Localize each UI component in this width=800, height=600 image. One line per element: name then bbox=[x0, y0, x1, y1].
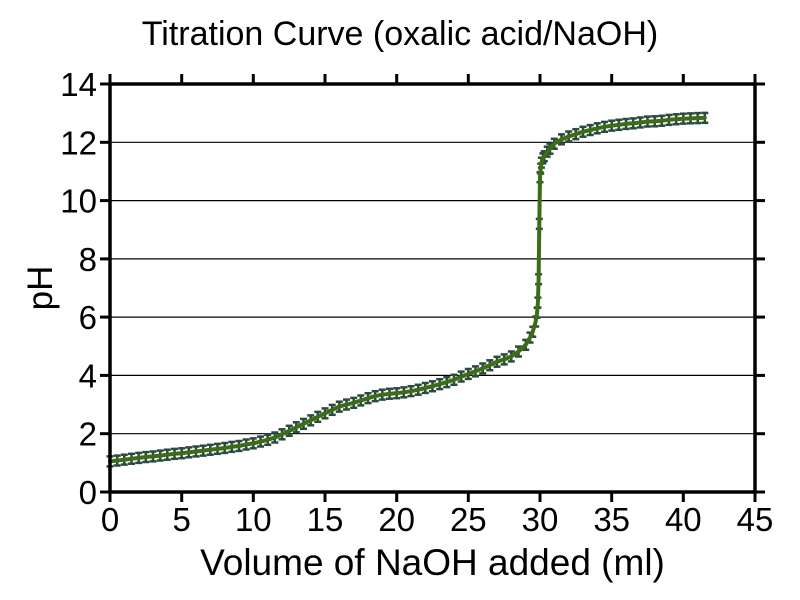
x-axis-label: Volume of NaOH added (ml) bbox=[200, 542, 665, 583]
axis-ticks bbox=[100, 74, 765, 502]
x-tick-label: 40 bbox=[665, 501, 702, 538]
y-tick-label: 12 bbox=[60, 124, 97, 161]
y-tick-label: 4 bbox=[79, 357, 97, 394]
plot-frame bbox=[108, 82, 757, 494]
x-tick-label: 5 bbox=[173, 501, 191, 538]
x-tick-label: 45 bbox=[737, 501, 774, 538]
chart-title: Titration Curve (oxalic acid/NaOH) bbox=[142, 15, 658, 53]
y-tick-label: 8 bbox=[79, 241, 97, 278]
y-tick-label: 10 bbox=[60, 183, 97, 220]
y-tick-label: 0 bbox=[79, 474, 97, 511]
gridlines bbox=[110, 141, 755, 435]
x-tick-label: 10 bbox=[235, 501, 272, 538]
y-axis-label: pH bbox=[21, 266, 60, 311]
titration-curve bbox=[108, 115, 707, 464]
error-bars bbox=[106, 111, 709, 468]
y-tick-label: 14 bbox=[60, 66, 97, 103]
y-tick-label: 2 bbox=[79, 416, 97, 453]
y-tick-label: 6 bbox=[79, 299, 97, 336]
x-tick-label: 0 bbox=[101, 501, 119, 538]
x-tick-label: 20 bbox=[378, 501, 415, 538]
x-tick-label: 15 bbox=[307, 501, 344, 538]
x-tick-label: 25 bbox=[450, 501, 487, 538]
x-tick-label: 35 bbox=[593, 501, 630, 538]
x-tick-label: 30 bbox=[522, 501, 559, 538]
